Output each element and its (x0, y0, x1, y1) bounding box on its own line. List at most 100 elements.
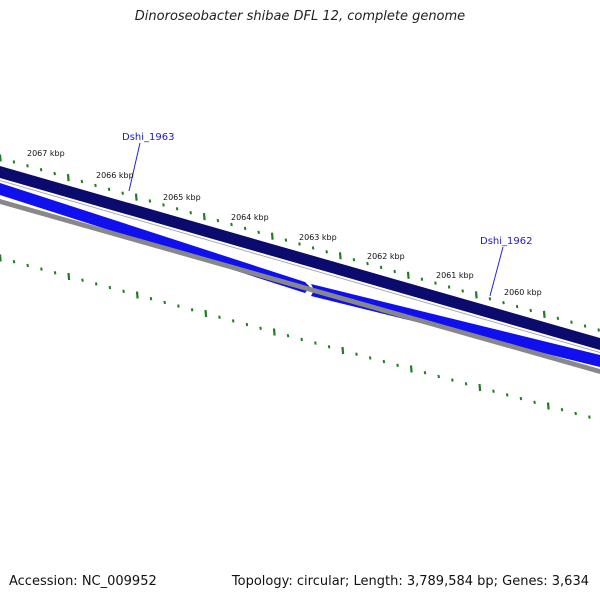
inner-major-tick (67, 272, 71, 281)
outer-minor-tick (515, 304, 519, 309)
inner-minor-tick (218, 315, 221, 319)
outer-minor-tick (366, 261, 369, 266)
map-title: Dinoroseobacter shibae DFL 12, complete … (134, 9, 466, 24)
inner-minor-tick (12, 260, 16, 264)
outer-minor-tick (583, 324, 587, 328)
outer-minor-tick (230, 222, 233, 227)
inner-minor-tick (464, 382, 468, 386)
outer-minor-tick (257, 230, 260, 234)
inner-major-tick (341, 346, 345, 355)
outer-minor-tick (107, 187, 111, 191)
inner-major-tick (478, 383, 482, 392)
outer-major-tick (202, 213, 206, 221)
outer-minor-tick (12, 160, 16, 164)
inner-minor-tick (40, 267, 43, 271)
outer-minor-tick (311, 246, 315, 250)
outer-minor-tick (121, 191, 124, 195)
outer-minor-tick (39, 168, 43, 172)
outer-minor-tick (243, 226, 247, 231)
kbp-label-2061: 2061 kbp (436, 271, 474, 280)
kbp-label-2066: 2066 kbp (96, 171, 134, 180)
inner-minor-tick (53, 271, 57, 275)
inner-major-tick (204, 309, 208, 318)
genome-backbone (0, 199, 600, 374)
inner-minor-tick (368, 356, 372, 360)
accession-label: Accession: NC_009952 (9, 574, 157, 589)
outer-minor-tick (556, 316, 560, 320)
outer-minor-tick (461, 289, 464, 293)
outer-minor-tick (216, 218, 220, 223)
inner-minor-tick (382, 359, 386, 364)
inner-tick-marks (0, 254, 591, 419)
inner-minor-tick (451, 378, 454, 382)
outer-major-tick (134, 193, 138, 201)
outer-minor-tick (434, 281, 437, 285)
inner-minor-tick (108, 285, 112, 290)
outer-minor-tick (26, 164, 29, 168)
outer-minor-tick (529, 308, 532, 313)
inner-minor-tick (122, 289, 125, 293)
inner-minor-tick (492, 389, 495, 393)
inner-minor-tick (286, 334, 290, 338)
inner-minor-tick (396, 363, 399, 367)
inner-minor-tick (533, 400, 536, 404)
outer-minor-tick (420, 277, 424, 281)
outer-major-tick (0, 154, 2, 162)
outer-major-tick (542, 310, 546, 318)
outer-minor-tick (162, 203, 165, 207)
inner-minor-tick (574, 411, 577, 416)
outer-minor-tick (502, 301, 505, 305)
outer-minor-tick (189, 211, 192, 215)
outer-minor-tick (393, 269, 396, 274)
inner-major-tick (135, 291, 139, 299)
outer-major-tick (270, 232, 274, 240)
gene-label-line-dshi-1963 (128, 142, 141, 192)
inner-minor-tick (177, 304, 180, 308)
inner-minor-tick (314, 341, 317, 345)
outer-minor-tick (284, 238, 288, 242)
inner-minor-tick (190, 308, 194, 312)
inner-minor-tick (94, 282, 98, 286)
inner-minor-tick (26, 263, 29, 268)
outer-minor-tick (325, 250, 328, 254)
outer-tick-marks (0, 154, 600, 332)
inner-minor-tick (327, 345, 331, 349)
outer-minor-tick (175, 207, 179, 211)
inner-minor-tick (259, 326, 262, 330)
gene-arrow-dshi-1962[interactable] (311, 284, 600, 367)
inner-minor-tick (588, 415, 591, 419)
outer-minor-tick (379, 265, 383, 270)
inner-minor-tick (519, 396, 523, 401)
inner-major-tick (546, 402, 550, 410)
inner-minor-tick (437, 374, 440, 379)
inner-minor-tick (231, 319, 235, 323)
outer-major-tick (406, 271, 410, 279)
kbp-label-2060: 2060 kbp (504, 288, 542, 297)
outer-minor-tick (53, 171, 56, 176)
inner-major-tick (272, 328, 276, 336)
outer-minor-tick (597, 328, 600, 332)
inner-minor-tick (423, 371, 427, 375)
outer-major-tick (474, 291, 478, 299)
outer-minor-tick (148, 199, 152, 203)
inner-minor-tick (245, 322, 249, 327)
outer-major-tick (338, 252, 342, 260)
inner-minor-tick (300, 337, 303, 342)
inner-minor-tick (505, 393, 509, 397)
gene-label-dshi-1962[interactable]: Dshi_1962 (480, 236, 532, 247)
inner-minor-tick (149, 297, 153, 301)
outer-minor-tick (488, 297, 492, 301)
outer-minor-tick (352, 258, 356, 262)
genome-stats-label: Topology: circular; Length: 3,789,584 bp… (231, 574, 589, 589)
inner-minor-tick (560, 408, 564, 412)
kbp-label-2067: 2067 kbp (27, 149, 65, 158)
outer-major-tick (66, 174, 70, 182)
kbp-label-2063: 2063 kbp (299, 233, 337, 242)
inner-minor-tick (355, 352, 358, 356)
inner-minor-tick (81, 278, 84, 282)
outer-minor-tick (94, 183, 97, 188)
outer-minor-tick (298, 242, 301, 246)
gene-label-line-dshi-1962 (489, 246, 504, 297)
gene-label-dshi-1963[interactable]: Dshi_1963 (122, 132, 174, 143)
